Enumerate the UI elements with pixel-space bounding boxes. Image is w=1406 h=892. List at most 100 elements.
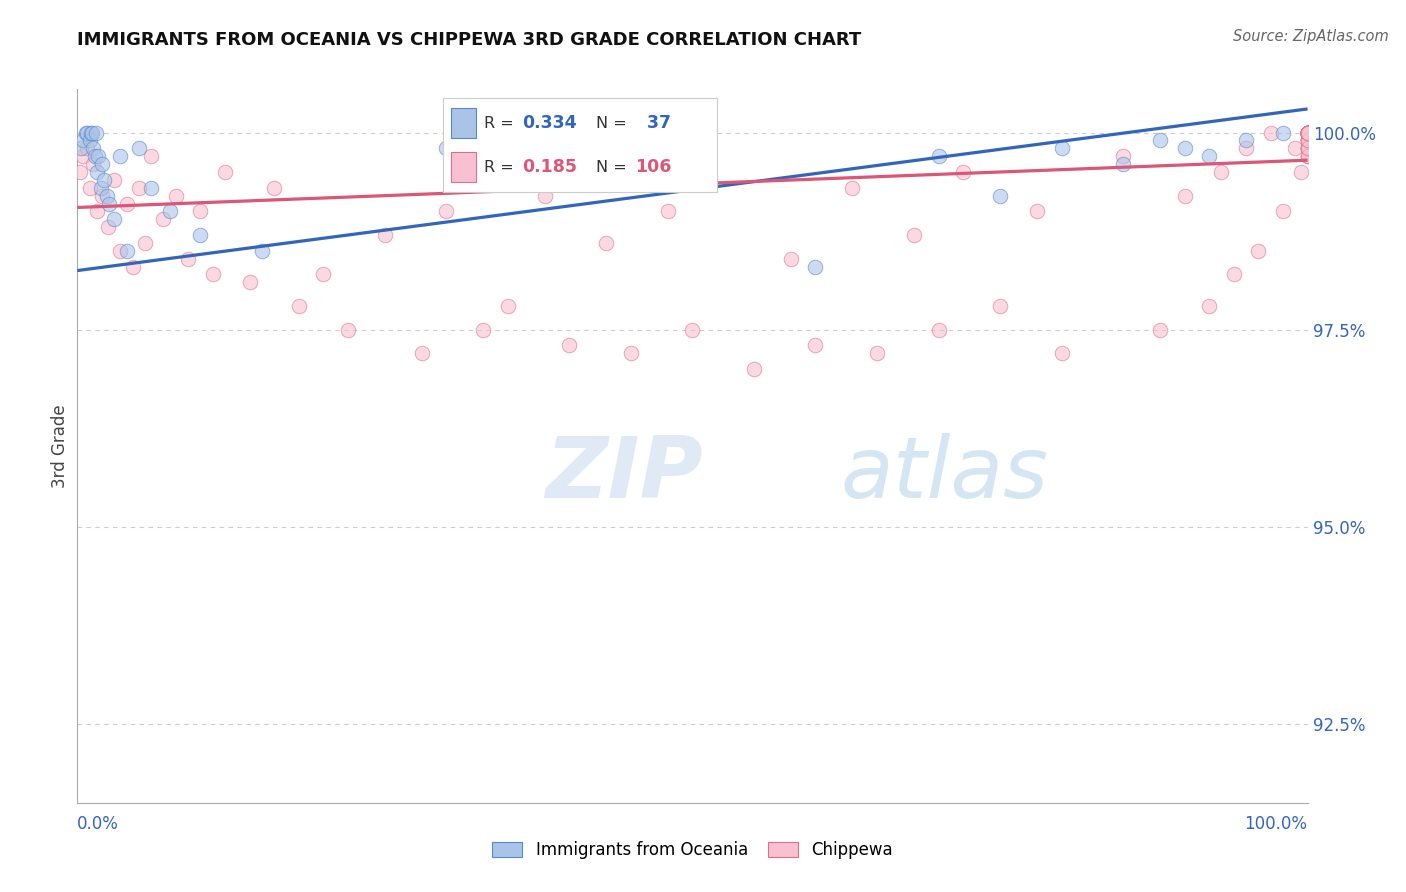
- Point: [1296, 126, 1319, 140]
- Point: [76, 141, 98, 155]
- Point: [1296, 126, 1319, 140]
- Point: [152, 212, 174, 227]
- Text: R =: R =: [484, 160, 519, 175]
- Point: [1211, 165, 1233, 179]
- Point: [928, 149, 950, 163]
- Point: [1296, 126, 1319, 140]
- Point: [1296, 149, 1319, 163]
- Point: [1296, 141, 1319, 155]
- Point: [1112, 157, 1135, 171]
- Point: [804, 338, 827, 352]
- Text: 0.334: 0.334: [523, 114, 576, 132]
- Point: [1296, 126, 1319, 140]
- Point: [841, 180, 863, 194]
- Point: [82, 126, 104, 140]
- Point: [1296, 126, 1319, 140]
- Point: [250, 244, 273, 258]
- Point: [288, 299, 311, 313]
- FancyBboxPatch shape: [451, 153, 475, 183]
- Text: R =: R =: [484, 116, 519, 131]
- Point: [988, 299, 1011, 313]
- Point: [1296, 133, 1319, 147]
- Text: atlas: atlas: [841, 433, 1047, 516]
- Point: [134, 235, 156, 250]
- Point: [86, 165, 108, 179]
- Text: 0.185: 0.185: [523, 159, 578, 177]
- Point: [657, 165, 679, 179]
- Point: [96, 188, 118, 202]
- Point: [1272, 126, 1295, 140]
- Point: [682, 323, 704, 337]
- Point: [128, 141, 150, 155]
- Point: [141, 149, 163, 163]
- Point: [1296, 133, 1319, 147]
- Point: [558, 338, 581, 352]
- Point: [988, 188, 1011, 202]
- Point: [121, 260, 143, 274]
- Point: [1296, 126, 1319, 140]
- Point: [1296, 133, 1319, 147]
- Point: [110, 244, 132, 258]
- Point: [1296, 126, 1319, 140]
- Point: [804, 260, 827, 274]
- Point: [1198, 149, 1220, 163]
- Point: [1174, 188, 1197, 202]
- Text: N =: N =: [596, 116, 633, 131]
- Point: [866, 346, 889, 360]
- Point: [1296, 126, 1319, 140]
- Point: [1291, 165, 1313, 179]
- Point: [103, 173, 125, 187]
- Point: [1296, 149, 1319, 163]
- Point: [1234, 141, 1257, 155]
- Text: ZIP: ZIP: [546, 433, 703, 516]
- Point: [436, 204, 458, 219]
- Point: [115, 196, 138, 211]
- Text: 0.0%: 0.0%: [77, 814, 120, 832]
- Point: [1149, 133, 1171, 147]
- Point: [115, 244, 138, 258]
- Point: [620, 346, 643, 360]
- Legend: Immigrants from Oceania, Chippewa: Immigrants from Oceania, Chippewa: [485, 835, 900, 866]
- Point: [201, 268, 224, 282]
- Point: [1050, 141, 1073, 155]
- Point: [1296, 126, 1319, 140]
- Point: [1296, 133, 1319, 147]
- Point: [312, 268, 335, 282]
- Point: [82, 157, 104, 171]
- Text: 37: 37: [636, 114, 671, 132]
- Point: [1296, 126, 1319, 140]
- Point: [70, 141, 93, 155]
- Point: [1296, 126, 1319, 140]
- Point: [1272, 204, 1295, 219]
- Point: [1296, 126, 1319, 140]
- Point: [84, 126, 107, 140]
- FancyBboxPatch shape: [451, 109, 475, 138]
- Point: [1260, 126, 1282, 140]
- Text: 106: 106: [636, 159, 671, 177]
- Point: [1296, 126, 1319, 140]
- Point: [165, 188, 187, 202]
- Point: [928, 323, 950, 337]
- Point: [1296, 126, 1319, 140]
- Point: [93, 173, 115, 187]
- Point: [98, 196, 121, 211]
- Point: [903, 228, 925, 243]
- Text: 100.0%: 100.0%: [1244, 814, 1308, 832]
- Point: [1296, 126, 1319, 140]
- Y-axis label: 3rd Grade: 3rd Grade: [51, 404, 69, 488]
- Point: [1296, 141, 1319, 155]
- Point: [1149, 323, 1171, 337]
- Point: [1234, 133, 1257, 147]
- Point: [1296, 126, 1319, 140]
- Point: [780, 252, 803, 266]
- Point: [1296, 126, 1319, 140]
- Point: [1296, 126, 1319, 140]
- Point: [1296, 133, 1319, 147]
- Point: [1284, 141, 1306, 155]
- Point: [1026, 204, 1049, 219]
- Point: [90, 180, 112, 194]
- Point: [72, 149, 94, 163]
- Point: [374, 228, 396, 243]
- Point: [1296, 126, 1319, 140]
- Point: [1296, 149, 1319, 163]
